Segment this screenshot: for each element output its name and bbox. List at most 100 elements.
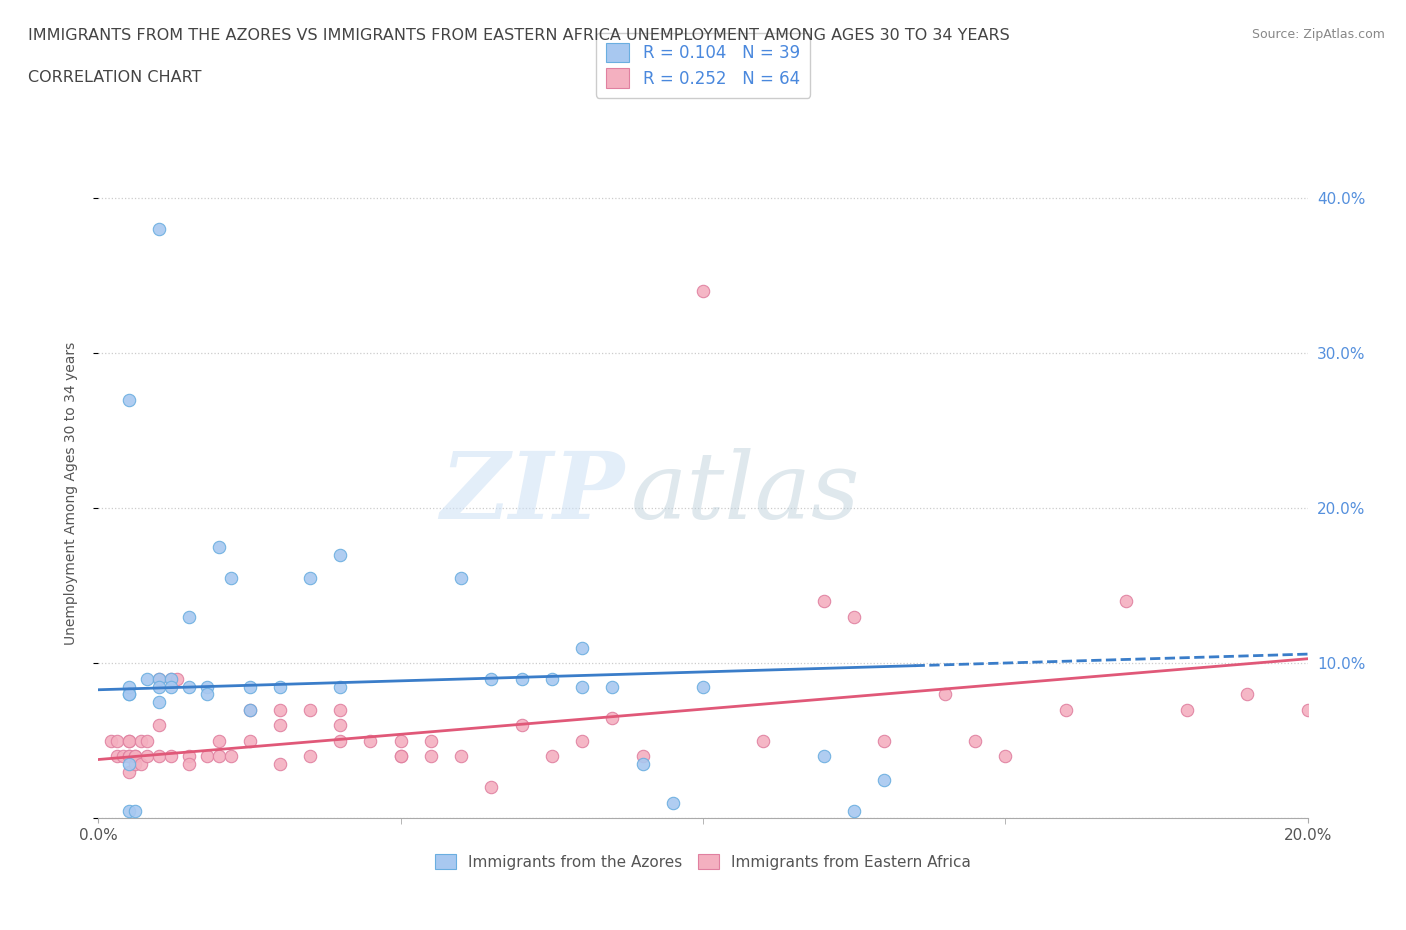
- Point: [571, 679, 593, 694]
- Point: [208, 749, 231, 764]
- Point: [118, 804, 141, 818]
- Point: [148, 671, 170, 686]
- Point: [118, 749, 141, 764]
- Point: [329, 548, 352, 563]
- Point: [208, 734, 231, 749]
- Point: [1175, 702, 1198, 717]
- Point: [631, 749, 654, 764]
- Point: [239, 734, 262, 749]
- Point: [540, 671, 562, 686]
- Point: [118, 687, 141, 702]
- Point: [118, 679, 141, 694]
- Point: [873, 734, 896, 749]
- Point: [420, 734, 443, 749]
- Point: [118, 749, 141, 764]
- Point: [195, 679, 218, 694]
- Point: [179, 679, 201, 694]
- Point: [118, 757, 141, 772]
- Point: [299, 571, 322, 586]
- Point: [1296, 702, 1319, 717]
- Point: [965, 734, 987, 749]
- Point: [389, 749, 412, 764]
- Point: [994, 749, 1017, 764]
- Y-axis label: Unemployment Among Ages 30 to 34 years: Unemployment Among Ages 30 to 34 years: [63, 341, 77, 644]
- Point: [195, 749, 218, 764]
- Point: [389, 749, 412, 764]
- Point: [631, 757, 654, 772]
- Point: [195, 687, 218, 702]
- Point: [166, 671, 188, 686]
- Point: [148, 222, 170, 237]
- Point: [148, 679, 170, 694]
- Point: [269, 757, 291, 772]
- Point: [269, 718, 291, 733]
- Point: [510, 671, 533, 686]
- Text: CORRELATION CHART: CORRELATION CHART: [28, 70, 201, 85]
- Point: [124, 749, 146, 764]
- Point: [208, 539, 231, 554]
- Point: [100, 734, 122, 749]
- Point: [1236, 687, 1258, 702]
- Point: [329, 679, 352, 694]
- Point: [844, 804, 866, 818]
- Point: [602, 679, 624, 694]
- Point: [813, 594, 835, 609]
- Point: [135, 734, 157, 749]
- Point: [934, 687, 956, 702]
- Point: [692, 679, 714, 694]
- Point: [239, 702, 262, 717]
- Point: [844, 609, 866, 624]
- Point: [105, 749, 128, 764]
- Point: [329, 718, 352, 733]
- Point: [124, 804, 146, 818]
- Point: [571, 734, 593, 749]
- Point: [221, 749, 243, 764]
- Point: [481, 780, 503, 795]
- Point: [118, 734, 141, 749]
- Point: [160, 749, 183, 764]
- Point: [450, 571, 472, 586]
- Point: [105, 734, 128, 749]
- Point: [299, 749, 322, 764]
- Point: [179, 749, 201, 764]
- Point: [873, 772, 896, 787]
- Text: IMMIGRANTS FROM THE AZORES VS IMMIGRANTS FROM EASTERN AFRICA UNEMPLOYMENT AMONG : IMMIGRANTS FROM THE AZORES VS IMMIGRANTS…: [28, 28, 1010, 43]
- Point: [148, 749, 170, 764]
- Point: [420, 749, 443, 764]
- Point: [148, 695, 170, 710]
- Text: atlas: atlas: [630, 448, 860, 538]
- Point: [118, 687, 141, 702]
- Point: [269, 702, 291, 717]
- Point: [450, 749, 472, 764]
- Point: [118, 734, 141, 749]
- Point: [269, 679, 291, 694]
- Point: [661, 795, 683, 810]
- Point: [540, 749, 562, 764]
- Point: [239, 702, 262, 717]
- Point: [160, 671, 183, 686]
- Text: Source: ZipAtlas.com: Source: ZipAtlas.com: [1251, 28, 1385, 41]
- Point: [135, 749, 157, 764]
- Point: [360, 734, 382, 749]
- Point: [160, 671, 183, 686]
- Point: [813, 749, 835, 764]
- Point: [221, 571, 243, 586]
- Point: [124, 749, 146, 764]
- Point: [239, 679, 262, 694]
- Point: [179, 757, 201, 772]
- Point: [329, 702, 352, 717]
- Point: [1115, 594, 1137, 609]
- Point: [160, 679, 183, 694]
- Point: [135, 671, 157, 686]
- Text: ZIP: ZIP: [440, 448, 624, 538]
- Point: [752, 734, 775, 749]
- Point: [329, 734, 352, 749]
- Point: [602, 711, 624, 725]
- Point: [481, 671, 503, 686]
- Point: [129, 757, 152, 772]
- Point: [124, 757, 146, 772]
- Point: [510, 718, 533, 733]
- Point: [118, 764, 141, 779]
- Point: [389, 734, 412, 749]
- Point: [299, 702, 322, 717]
